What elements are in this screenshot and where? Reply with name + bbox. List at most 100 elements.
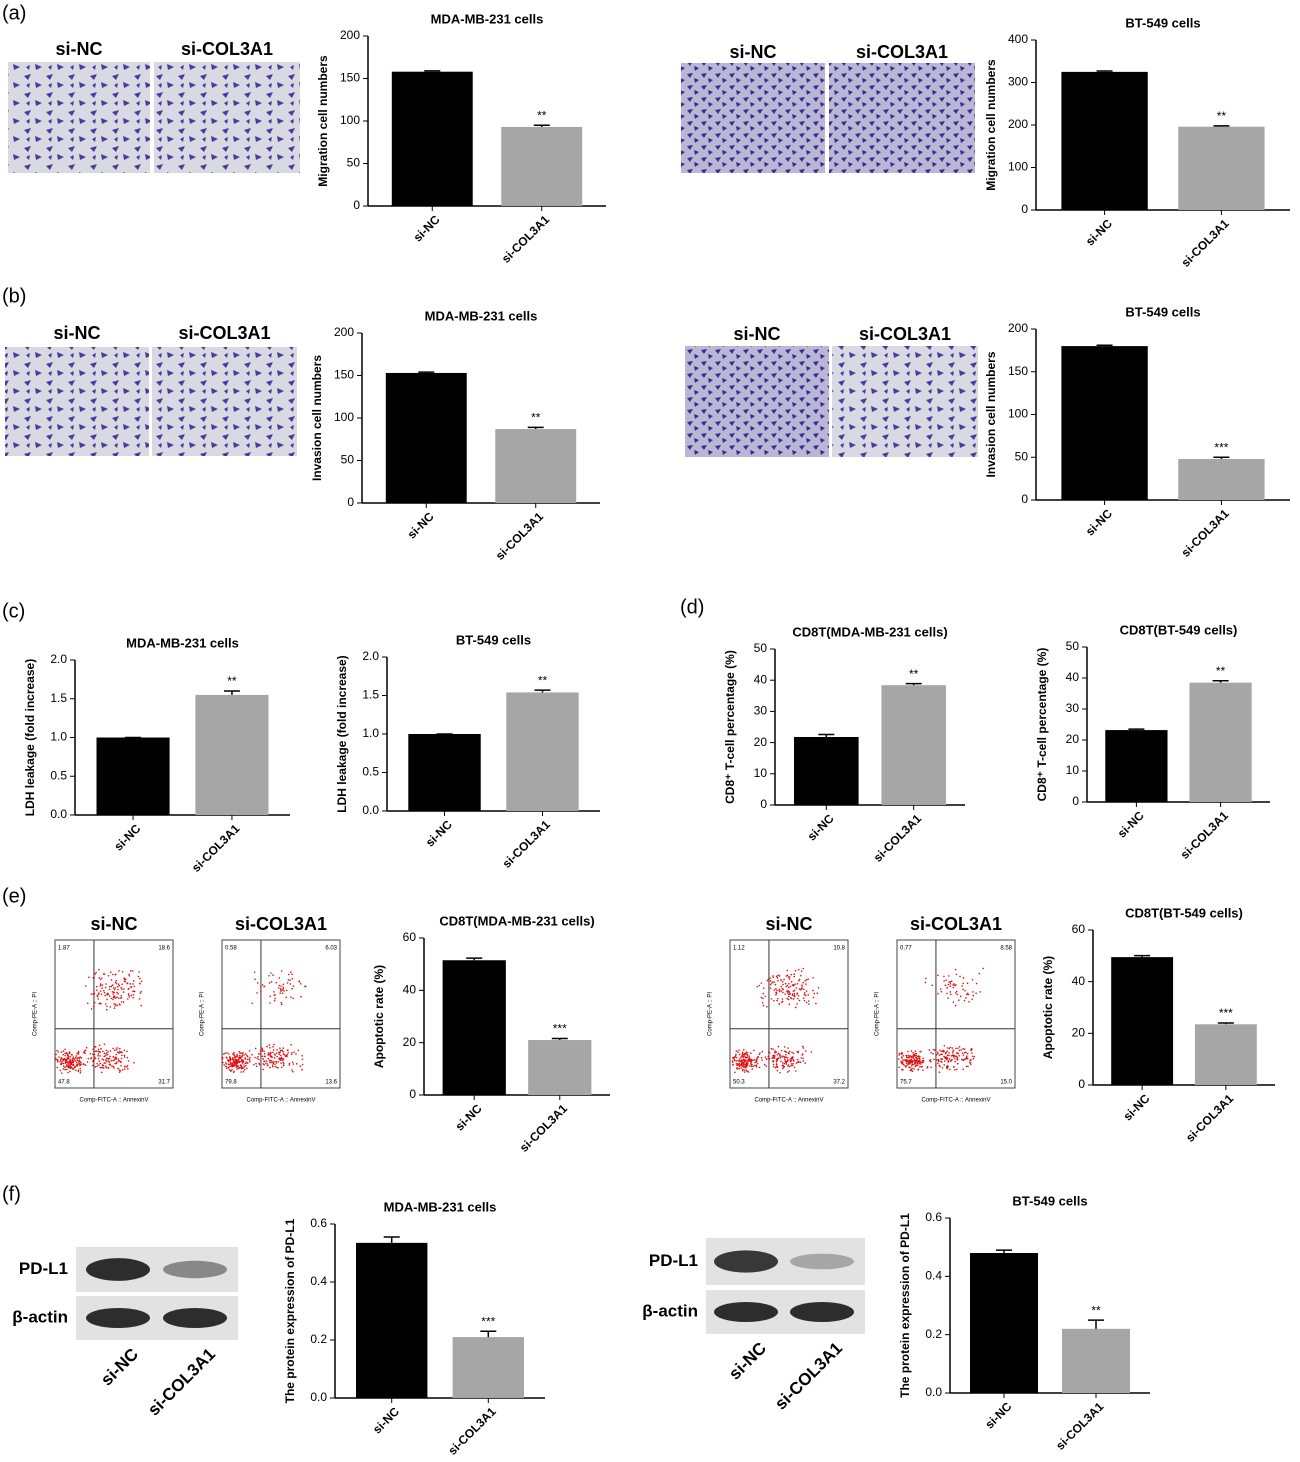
- flow-dot: [776, 989, 778, 992]
- flow-dot: [273, 1043, 275, 1046]
- flow-dot: [794, 983, 796, 985]
- flow-dot: [741, 1053, 744, 1055]
- flow-dot: [258, 1062, 260, 1065]
- flow-dot: [282, 1051, 285, 1053]
- flow-dot: [90, 1008, 93, 1010]
- flow-dot: [279, 1047, 281, 1049]
- flow-dot: [957, 1047, 959, 1049]
- flow-dot: [775, 988, 777, 990]
- flow-dot: [246, 1067, 248, 1070]
- flow-dot: [93, 1058, 96, 1060]
- y-tick-label: 30: [1066, 701, 1080, 715]
- flow-dot: [787, 993, 790, 996]
- y-tick-label: 20: [403, 1035, 417, 1049]
- flow-dot: [271, 1061, 274, 1064]
- flow-dot: [774, 983, 777, 986]
- flow-dot: [968, 1001, 970, 1003]
- flow-dot: [127, 993, 130, 995]
- flow-dot: [947, 1061, 950, 1063]
- flow-dot: [114, 987, 117, 989]
- quadrant-value: 0.77: [900, 946, 912, 952]
- flow-dot: [793, 973, 796, 976]
- flow-dot: [748, 1055, 750, 1057]
- flow-dot: [919, 1063, 922, 1065]
- flow-dot: [804, 1062, 806, 1064]
- bar: [195, 694, 269, 815]
- y-tick-label: 0: [1072, 794, 1079, 808]
- flow-dot: [812, 989, 814, 992]
- flow-dot: [803, 992, 806, 994]
- flow-dot: [781, 981, 784, 983]
- flow-dot: [117, 1060, 120, 1062]
- flow-dot: [909, 1055, 912, 1057]
- bar: [391, 71, 473, 206]
- blot-band: [714, 1250, 778, 1273]
- flow-dot: [786, 1057, 789, 1059]
- flow-dot: [781, 1067, 784, 1070]
- flow-dot: [735, 1056, 738, 1059]
- flow-dot: [802, 988, 805, 991]
- flow-dot: [807, 994, 809, 996]
- flow-dot: [76, 1052, 78, 1055]
- flow-dot: [788, 995, 790, 998]
- flow-dot: [61, 1072, 63, 1074]
- flow-dot: [792, 1052, 795, 1055]
- flow-dot: [105, 1062, 107, 1064]
- significance: **: [909, 667, 919, 681]
- flow-dot: [79, 1067, 82, 1070]
- flow-dot: [908, 1063, 911, 1065]
- flow-dot: [742, 1063, 745, 1066]
- flow-dot: [76, 1057, 78, 1060]
- flow-dot: [133, 990, 136, 993]
- flow-dot: [805, 978, 808, 981]
- flow-dot: [225, 1067, 228, 1070]
- significance: **: [1091, 1303, 1101, 1317]
- flow-dot: [743, 1060, 746, 1063]
- flow-dot: [238, 1061, 241, 1063]
- flow-dot: [100, 977, 103, 979]
- flow-dot: [282, 986, 284, 989]
- flow-dot: [915, 1065, 917, 1067]
- flow-dot: [225, 1056, 228, 1059]
- flow-dot: [290, 1053, 293, 1056]
- flow-dot: [930, 1066, 932, 1069]
- flow-dot: [732, 1061, 734, 1064]
- flow-dot: [289, 983, 292, 985]
- flow-dot: [949, 991, 952, 993]
- flow-y-label: Comp-PE-A :: PI: [33, 992, 39, 1036]
- flow-dot: [272, 1051, 274, 1054]
- flow-dot: [771, 1057, 774, 1060]
- flow-dot: [114, 1049, 116, 1052]
- flow-dot: [259, 1053, 262, 1055]
- flow-dot: [918, 1062, 921, 1065]
- chart-title: CD8T(MDA-MB-231 cells): [439, 913, 594, 928]
- flow-dot: [104, 986, 107, 989]
- flow-dot: [905, 1062, 908, 1065]
- error-bar: [527, 426, 544, 430]
- flow-dot: [114, 1003, 117, 1006]
- flow-dot: [800, 987, 803, 989]
- y-tick-label: 1.0: [50, 730, 67, 744]
- flow-dot: [98, 1002, 101, 1005]
- flow-dot: [945, 1058, 948, 1061]
- flow-dot: [764, 1056, 767, 1058]
- flow-dot: [909, 1069, 912, 1072]
- flow-dot: [937, 1062, 939, 1065]
- flow-dot: [790, 1057, 792, 1060]
- flow-dot: [65, 1068, 68, 1071]
- flow-dot: [949, 1068, 951, 1071]
- flow-dot: [747, 1058, 750, 1061]
- flow-dot: [787, 1065, 789, 1067]
- flow-dot: [936, 1051, 939, 1053]
- y-tick-label: 0.6: [310, 1216, 327, 1230]
- flow-dot: [261, 1048, 264, 1051]
- flow-dot: [898, 1052, 901, 1055]
- flow-dot: [274, 997, 276, 1000]
- flow-dot: [61, 1060, 63, 1063]
- flow-dot: [276, 1055, 278, 1058]
- flow-dot: [780, 1055, 782, 1057]
- flow-dot: [807, 978, 810, 980]
- flow-dot: [115, 1062, 118, 1065]
- flow-dot: [785, 1053, 787, 1056]
